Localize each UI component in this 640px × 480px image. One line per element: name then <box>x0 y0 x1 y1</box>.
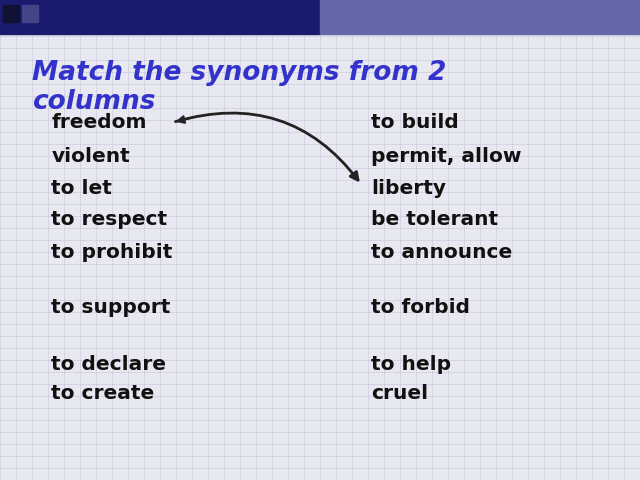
Text: to announce: to announce <box>371 242 513 262</box>
Text: freedom: freedom <box>51 113 147 132</box>
Text: Match the synonyms from 2: Match the synonyms from 2 <box>32 60 446 86</box>
Bar <box>3 5 19 22</box>
Text: to support: to support <box>51 298 171 317</box>
Text: cruel: cruel <box>371 384 428 403</box>
Bar <box>22 5 38 22</box>
Text: to respect: to respect <box>51 210 167 229</box>
Text: liberty: liberty <box>371 179 446 198</box>
Text: to declare: to declare <box>51 355 166 374</box>
Bar <box>320 0 640 34</box>
Text: to build: to build <box>371 113 459 132</box>
Text: to forbid: to forbid <box>371 298 470 317</box>
Text: to help: to help <box>371 355 451 374</box>
Text: to let: to let <box>51 179 112 198</box>
Text: be tolerant: be tolerant <box>371 210 499 229</box>
Text: violent: violent <box>51 146 130 166</box>
Text: to create: to create <box>51 384 154 403</box>
Text: permit, allow: permit, allow <box>371 146 522 166</box>
Text: columns: columns <box>32 89 156 115</box>
Bar <box>0 0 320 34</box>
Text: to prohibit: to prohibit <box>51 242 173 262</box>
